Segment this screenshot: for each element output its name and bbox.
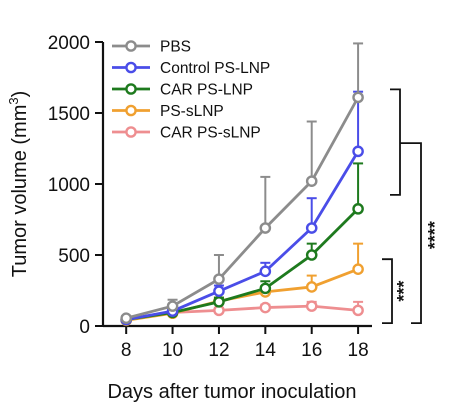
legend-label: PBS xyxy=(160,39,191,56)
y-tick-label: 2000 xyxy=(48,33,90,54)
legend-swatch-marker xyxy=(125,83,137,95)
bracket-pbs-car-ps-lnp xyxy=(390,88,401,196)
data-point xyxy=(213,285,225,298)
significance-label-4star: **** xyxy=(425,221,445,249)
data-point xyxy=(213,296,225,308)
y-tick-label: 0 xyxy=(79,317,90,338)
y-tick-label: 1000 xyxy=(48,175,90,196)
legend: PBS Control PS-LNP CAR PS-LNP PS-sLNP CAR PS… xyxy=(112,39,270,142)
data-point xyxy=(259,265,272,278)
bracket-ps-sLNP-car-ps-sLNP xyxy=(382,258,393,325)
legend-swatch-marker xyxy=(125,104,137,117)
legend-item: CAR PS-LNP xyxy=(112,82,253,99)
y-axis-title-close: ) xyxy=(9,91,31,98)
data-point xyxy=(305,222,318,234)
x-tick-label: 8 xyxy=(121,340,132,361)
y-tick-label: 1500 xyxy=(48,104,90,125)
series-2 xyxy=(120,162,364,326)
legend-swatch-marker xyxy=(125,40,137,52)
significance-brackets: ******* xyxy=(382,88,445,325)
data-point xyxy=(213,273,225,285)
series-layer xyxy=(120,42,364,327)
legend-item: PBS xyxy=(112,39,191,56)
data-point xyxy=(352,145,364,158)
x-tick-label: 16 xyxy=(301,340,322,361)
data-point xyxy=(352,263,364,276)
data-point xyxy=(305,249,318,261)
x-axis-title: Days after tumor inoculation xyxy=(107,381,356,403)
data-point xyxy=(305,300,318,312)
x-tick-label: 14 xyxy=(255,340,277,361)
series-line xyxy=(125,150,360,321)
y-axis-title-main: Tumor volume (mm xyxy=(9,105,31,278)
legend-swatch-marker xyxy=(125,61,137,74)
x-tick-label: 12 xyxy=(208,340,229,361)
data-point xyxy=(352,304,364,317)
legend-item: PS-sLNP xyxy=(112,103,224,120)
bracket-outer xyxy=(400,142,422,325)
data-point xyxy=(259,301,272,314)
x-tick-label: 10 xyxy=(162,340,183,361)
legend-label: PS-sLNP xyxy=(160,103,224,120)
legend-label: CAR PS-sLNP xyxy=(160,125,261,142)
data-point xyxy=(166,300,179,312)
data-point xyxy=(352,91,364,104)
series-0 xyxy=(120,42,364,324)
legend-label: Control PS-LNP xyxy=(160,60,270,77)
axes: 0 500 1000 1500 2000 8 10 12 14 16 18 xyxy=(48,33,372,361)
y-tick-label: 500 xyxy=(58,246,90,267)
series-line xyxy=(125,207,360,321)
data-point xyxy=(120,312,132,324)
series-line xyxy=(125,96,360,320)
legend-swatch-marker xyxy=(125,126,137,138)
data-point xyxy=(259,222,272,234)
data-point xyxy=(305,281,318,293)
y-axis-title-superscript: 3 xyxy=(6,97,21,104)
data-point xyxy=(352,203,364,215)
data-point xyxy=(259,282,272,295)
legend-item: CAR PS-sLNP xyxy=(112,125,261,142)
legend-item: Control PS-LNP xyxy=(112,60,270,77)
legend-label: CAR PS-LNP xyxy=(160,82,253,99)
data-point xyxy=(305,175,318,187)
y-axis-title: Tumor volume (mm3) xyxy=(6,91,31,278)
significance-label-3star: *** xyxy=(394,281,414,302)
x-tick-label: 18 xyxy=(348,340,369,361)
